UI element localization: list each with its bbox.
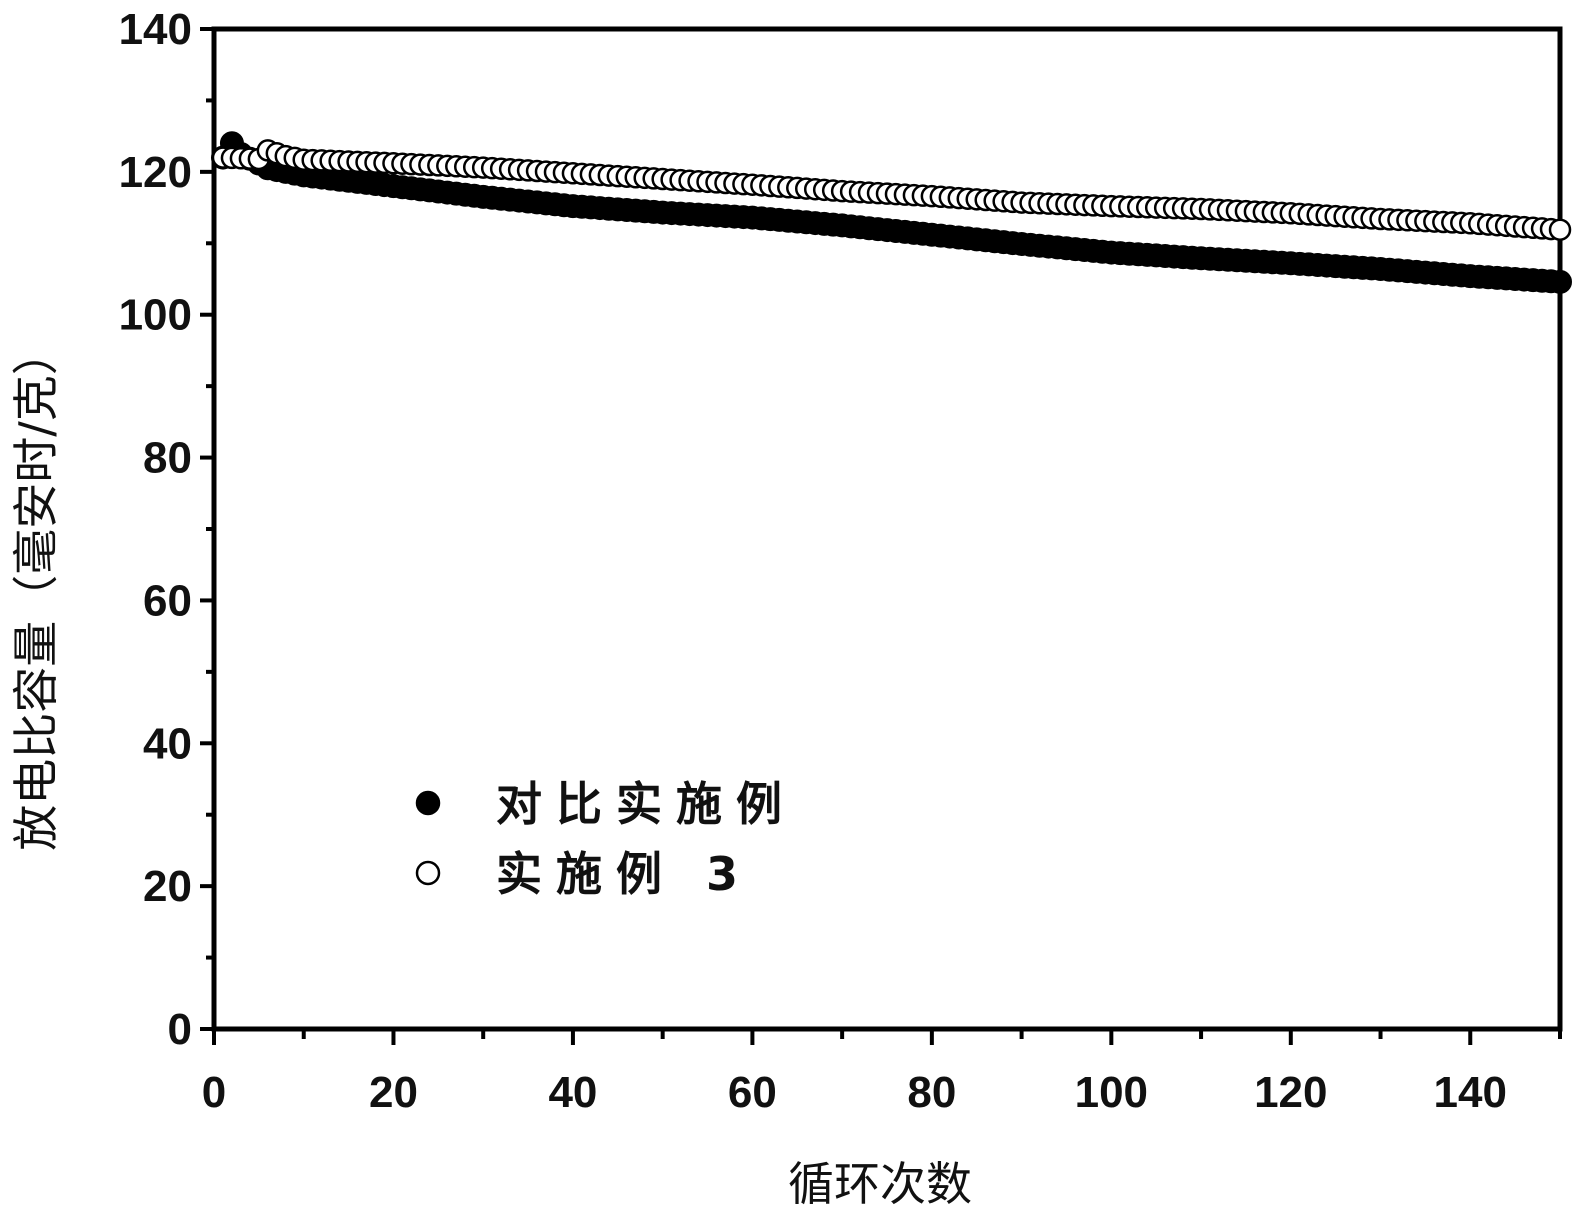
x-axis: 0 20 40 60 80 100 120 140 xyxy=(202,1029,1562,1117)
x-tick-label: 120 xyxy=(1254,1068,1327,1117)
y-tick-label: 20 xyxy=(143,862,192,911)
y-tick-label: 40 xyxy=(143,719,192,768)
x-axis-title: 循环次数 xyxy=(788,1157,972,1211)
x-tick-label: 100 xyxy=(1075,1068,1148,1117)
legend-label: 实施例 3 xyxy=(496,847,752,901)
y-tick-label: 60 xyxy=(143,576,192,625)
y-tick-label: 0 xyxy=(168,1005,192,1054)
series-1 xyxy=(210,131,1572,294)
x-tick-label: 80 xyxy=(907,1068,956,1117)
x-tick-label: 0 xyxy=(202,1068,226,1117)
y-axis-title: 放电比容量（毫安时/克） xyxy=(9,329,63,851)
y-tick-label: 120 xyxy=(119,148,192,197)
x-tick-label: 140 xyxy=(1434,1068,1507,1117)
data-point xyxy=(1548,269,1572,294)
legend-marker xyxy=(415,860,441,886)
series-2 xyxy=(211,139,1572,241)
y-tick-label: 80 xyxy=(143,434,192,483)
legend-marker xyxy=(415,790,441,816)
y-tick-label: 140 xyxy=(119,5,192,54)
y-axis: 0 20 40 60 80 100 120 140 xyxy=(119,5,214,1054)
y-tick-label: 100 xyxy=(119,291,192,340)
data-series xyxy=(210,131,1572,294)
x-tick-label: 20 xyxy=(369,1068,418,1117)
data-point xyxy=(1548,218,1572,241)
legend-label: 对比实施例 xyxy=(496,777,796,831)
x-tick-label: 60 xyxy=(728,1068,777,1117)
x-tick-label: 40 xyxy=(548,1068,597,1117)
